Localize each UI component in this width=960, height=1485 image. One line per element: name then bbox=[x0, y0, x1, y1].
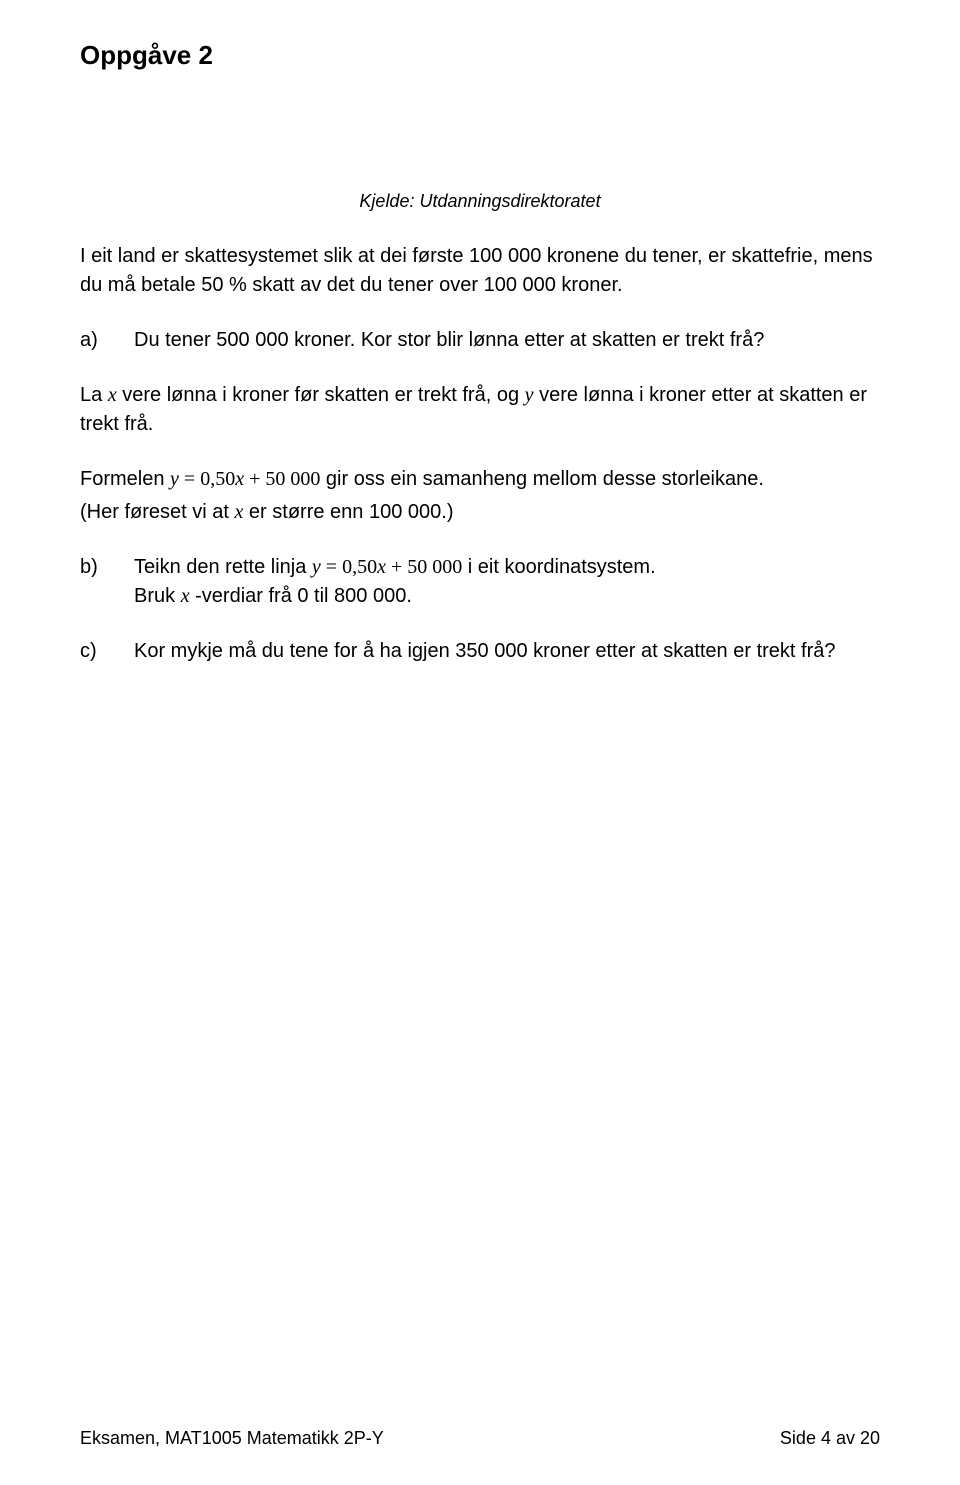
item-a-text: Du tener 500 000 kroner. Kor stor blir l… bbox=[134, 326, 880, 355]
task-heading: Oppgåve 2 bbox=[80, 40, 880, 71]
b-line2-post: -verdiar frå 0 til 800 000. bbox=[190, 585, 412, 607]
page-footer: Eksamen, MAT1005 Matematikk 2P-Y Side 4 … bbox=[80, 1428, 880, 1449]
b-coef: 0,50 bbox=[342, 556, 377, 578]
variable-y: y bbox=[525, 384, 534, 406]
assumption-paragraph: (Her føreset vi at x er større enn 100 0… bbox=[80, 498, 880, 527]
formula-const: 50 000 bbox=[265, 468, 320, 490]
formula-post: gir oss ein samanheng mellom desse storl… bbox=[320, 468, 764, 490]
item-a: a) Du tener 500 000 kroner. Kor stor bli… bbox=[80, 326, 880, 355]
assumption-post: er større enn 100 000.) bbox=[243, 501, 453, 523]
item-b-line2: Bruk x -verdiar frå 0 til 800 000. bbox=[134, 582, 880, 611]
footer-right: Side 4 av 20 bbox=[780, 1428, 880, 1449]
variable-x: x bbox=[108, 384, 117, 406]
b-y: y bbox=[312, 556, 321, 578]
definition-pre: La bbox=[80, 384, 108, 406]
b-x: x bbox=[377, 556, 386, 578]
b-plus: + bbox=[386, 556, 407, 578]
intro-paragraph: I eit land er skattesystemet slik at dei… bbox=[80, 242, 880, 300]
item-c-label: c) bbox=[80, 637, 134, 666]
formula-paragraph: Formelen y = 0,50x + 50 000 gir oss ein … bbox=[80, 465, 880, 494]
item-b: b) Teikn den rette linja y = 0,50x + 50 … bbox=[80, 553, 880, 611]
item-a-label: a) bbox=[80, 326, 134, 355]
footer-left: Eksamen, MAT1005 Matematikk 2P-Y bbox=[80, 1428, 384, 1449]
item-c: c) Kor mykje må du tene for å ha igjen 3… bbox=[80, 637, 880, 666]
item-b-body: Teikn den rette linja y = 0,50x + 50 000… bbox=[134, 553, 880, 611]
item-b-line1: Teikn den rette linja y = 0,50x + 50 000… bbox=[134, 553, 880, 582]
formula-y: y bbox=[170, 468, 179, 490]
source-line: Kjelde: Utdanningsdirektoratet bbox=[80, 191, 880, 212]
definition-paragraph: La x vere lønna i kroner før skatten er … bbox=[80, 381, 880, 439]
formula-plus: + bbox=[244, 468, 265, 490]
b-x2: x bbox=[181, 585, 190, 607]
definition-mid1: vere lønna i kroner før skatten er trekt… bbox=[117, 384, 525, 406]
formula-eq: = bbox=[179, 468, 200, 490]
item-b-label: b) bbox=[80, 553, 134, 611]
formula-pre: Formelen bbox=[80, 468, 170, 490]
formula-coef: 0,50 bbox=[200, 468, 235, 490]
b-line2-pre: Bruk bbox=[134, 585, 181, 607]
b-line1-post: i eit koordinatsystem. bbox=[462, 556, 655, 578]
formula-x: x bbox=[235, 468, 244, 490]
assumption-pre: (Her føreset vi at bbox=[80, 501, 234, 523]
b-const: 50 000 bbox=[407, 556, 462, 578]
item-c-text: Kor mykje må du tene for å ha igjen 350 … bbox=[134, 637, 880, 666]
b-eq: = bbox=[321, 556, 342, 578]
b-line1-pre: Teikn den rette linja bbox=[134, 556, 312, 578]
